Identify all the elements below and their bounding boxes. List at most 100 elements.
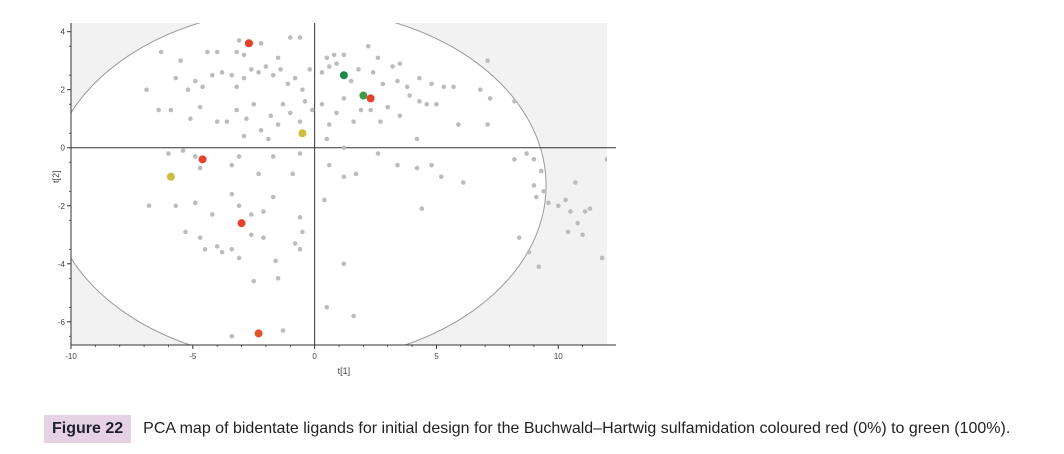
ligand-point [441,84,447,90]
ligand-point [178,58,183,64]
ligand-point [397,113,403,119]
ligand-point [351,119,356,124]
ligand-point [270,194,276,200]
ligand-point [234,84,239,90]
ligand-point [370,70,376,75]
ligand-point [229,162,235,168]
x-tick-label: 0 [312,352,317,361]
ligand-point [192,154,198,159]
ligand-point [368,107,373,113]
ligand-point [197,235,203,240]
ligand-point [236,154,242,159]
ligand-point [256,171,261,177]
ligand-point [538,168,544,174]
ligand-point [256,70,261,75]
ligand-point [565,229,571,235]
ligand-point [358,107,364,113]
design-ligand-point [254,329,263,338]
caption-text: PCA map of bidentate ligands for initial… [143,420,1011,437]
ligand-point [390,64,395,69]
ligand-point [292,75,298,81]
ligand-point [341,96,347,101]
design-ligand-point [339,71,348,80]
ligand-point [378,119,383,124]
ligand-point [324,136,330,142]
ligand-point [290,171,296,177]
design-ligand-point [359,91,368,100]
ligand-point [485,122,490,127]
ligand-point [326,64,332,69]
x-axis-ticks: -10 -5 0 5 10 [65,345,584,361]
pca-score-plot: -10 -5 0 5 10 -6 -4 -2 0 2 4 t[1] t[2] [51,15,616,376]
ligand-point [292,241,298,246]
ligand-point [531,157,537,162]
ligand-point [555,203,561,209]
ligand-point [234,107,239,113]
ligand-point [300,229,305,235]
ligand-point [331,52,337,58]
ligand-point [192,200,198,206]
ligand-point [417,75,422,81]
ligand-point [341,145,347,151]
ligand-point [397,61,403,66]
ligand-point [319,70,325,75]
ligand-point [248,212,254,217]
ligand-point [385,104,391,110]
ligand-point [524,151,529,156]
ligand-point [487,96,493,101]
ligand-point [258,128,264,133]
design-ligand-point [166,172,175,181]
ligand-point [251,278,257,284]
ligand-point [451,84,456,90]
ligand-point [202,246,208,252]
ligand-point [460,180,466,185]
ligand-point [341,52,347,58]
ligand-point [351,313,356,319]
design-ligand-point [198,155,207,164]
ligand-point [214,119,220,124]
ligand-point [534,194,539,200]
ligand-point [285,81,291,87]
ligand-point [375,151,381,156]
ligand-point [210,72,215,78]
ligand-point [197,104,203,110]
ligand-point [270,154,276,159]
ligand-point [244,116,249,122]
ligand-point [168,107,174,113]
ligand-point [516,235,522,240]
ligand-point [348,78,354,84]
x-tick-label: 5 [434,352,439,361]
y-tick-label: -6 [58,318,66,327]
ligand-point [263,64,269,69]
ligand-point [429,81,434,87]
ligand-point [270,72,276,78]
ligand-point [599,255,605,261]
ligand-point [353,171,359,177]
ligand-point [417,99,422,104]
ligand-point [302,99,308,104]
ligand-point [309,107,315,113]
ligand-point [297,119,303,124]
y-tick-label: 2 [61,86,66,95]
ligand-point [326,162,332,168]
ligand-point [580,232,585,238]
ligand-point [324,304,330,310]
y-tick-label: -2 [58,202,66,211]
ligand-point [531,183,537,188]
ligand-point [395,162,400,168]
figure-caption: Figure 22 PCA map of bidentate ligands f… [44,414,1010,444]
ligand-point [356,67,361,72]
ligand-point [434,101,439,107]
ligand-point [224,119,230,124]
ligand-point [334,110,339,116]
ligand-point [414,165,420,171]
y-axis-title: t[2] [51,170,61,183]
ligand-point [142,15,147,20]
ligand-point [526,249,532,255]
ligand-point [322,197,327,203]
ligand-point [278,67,283,72]
ligand-point [324,55,330,61]
ligand-point [236,255,242,261]
ligand-point [173,75,179,81]
ligand-points [142,15,607,339]
